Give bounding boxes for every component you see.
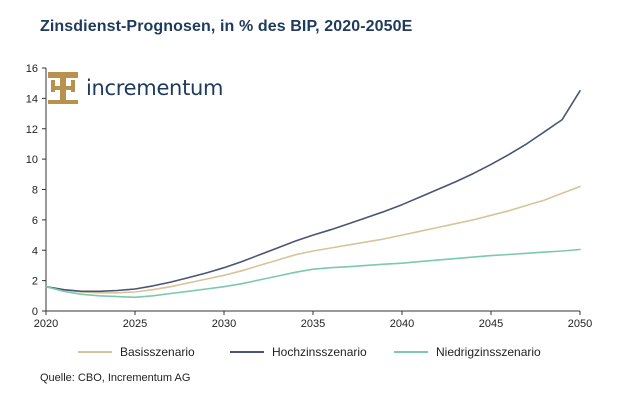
x-tick-label: 2050: [568, 318, 592, 330]
x-tick-label: 2040: [390, 318, 414, 330]
x-tick-label: 2045: [479, 318, 503, 330]
chart-title: Zinsdienst-Prognosen, in % des BIP, 2020…: [40, 18, 413, 35]
source-note: Quelle: CBO, Incrementum AG: [40, 372, 191, 384]
x-tick-label: 2030: [212, 318, 236, 330]
y-tick-label: 8: [32, 185, 38, 197]
y-tick-label: 6: [32, 215, 38, 227]
y-tick-label: 12: [26, 124, 38, 136]
y-tick-label: 4: [32, 245, 38, 257]
series-line-hoch: [45, 90, 581, 293]
chart-series: [45, 90, 581, 299]
x-tick-label: 2020: [34, 318, 58, 330]
x-tick-label: 2035: [301, 318, 325, 330]
legend-label-basis: Basisszenario: [120, 345, 195, 359]
chart-legend: Basisszenario Hochzinsszenario Niedrigzins…: [78, 345, 541, 359]
x-tick-label: 2025: [123, 318, 147, 330]
logo-text: incrementum: [86, 76, 224, 100]
incrementum-logo: incrementum: [48, 72, 223, 104]
y-tick-label: 0: [32, 306, 38, 318]
series-line-basis: [45, 185, 581, 294]
y-tick-label: 10: [26, 154, 38, 166]
y-tick-label: 14: [26, 93, 38, 105]
series-line-niedrig: [45, 248, 581, 299]
legend-label-hoch: Hochzinsszenario: [272, 345, 367, 359]
y-tick-label: 2: [32, 276, 38, 288]
y-tick-label: 16: [26, 63, 38, 75]
legend-label-niedrig: Niedrigzinsszenario: [436, 345, 541, 359]
tree-logo-icon: [48, 72, 78, 104]
chart-axes: 0 2 4 6 8 10 12 14 16 2020 2025 2030 2035 2040 2045 205…: [26, 63, 592, 330]
